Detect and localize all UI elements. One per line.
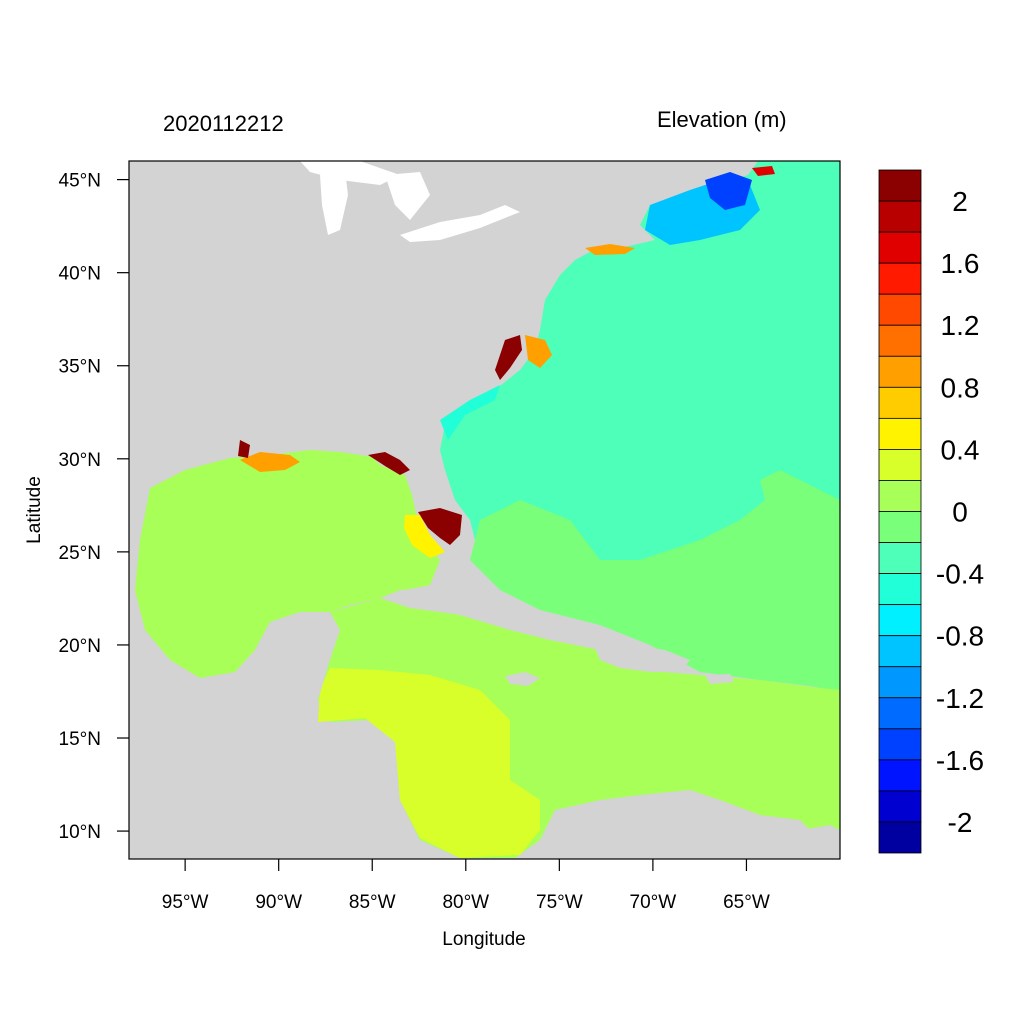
lat-tick-label: 10°N	[59, 822, 101, 843]
colorbar-swatch	[878, 759, 922, 792]
lon-tick-label: 80°W	[442, 892, 489, 913]
variable-title: Elevation (m)	[657, 107, 787, 132]
lon-tick-label: 90°W	[255, 892, 302, 913]
florida-gulf-surge-patch	[404, 515, 445, 558]
gulf-of-maine-low	[705, 172, 752, 210]
colorbar-label: 2	[952, 186, 968, 217]
timestamp-title: 2020112212	[163, 111, 284, 136]
colorbar-swatch	[878, 449, 922, 481]
lat-tick-label: 30°N	[59, 450, 101, 471]
colorbar-swatch	[878, 262, 922, 295]
cuba-island	[380, 588, 580, 640]
lake-michigan	[320, 170, 348, 235]
lake-superior	[300, 161, 400, 185]
colorbar-label: -2	[948, 807, 973, 838]
lat-tick-label: 35°N	[59, 357, 101, 378]
louisiana-coast-surge	[238, 440, 250, 458]
colorbar-swatch	[878, 697, 922, 730]
colorbar-label: 0	[952, 497, 968, 528]
colorbar-swatch	[878, 573, 922, 606]
y-axis-label: Latitude	[24, 476, 45, 544]
georgia-coast-depression	[440, 385, 500, 440]
colorbar-swatch	[878, 355, 922, 388]
colorbar-labels: 2 1.6 1.2 0.8 0.4 0 -0.4 -0.8 -1.2 -1.6 -2	[936, 186, 984, 838]
lat-tick-label: 15°N	[59, 729, 101, 750]
lon-tick-label: 75°W	[536, 892, 583, 913]
colorbar-label: 1.2	[941, 310, 980, 341]
caribbean-ocean-region	[470, 470, 840, 692]
colorbar-swatch	[878, 417, 922, 450]
colorbar-label: 0.4	[941, 434, 980, 465]
colorbar-label: -1.2	[936, 683, 984, 714]
colorbar-label: 0.8	[941, 372, 980, 403]
new-england-surge-patch	[585, 244, 635, 255]
lat-tick-label: 40°N	[59, 264, 101, 285]
colorbar-label: -1.6	[936, 745, 984, 776]
plot-frame	[128, 160, 841, 860]
gulf-of-mexico-region	[135, 450, 440, 678]
louisiana-surge-patch	[240, 452, 300, 472]
lon-tick-label: 70°W	[630, 892, 677, 913]
colorbar-swatch	[878, 386, 922, 419]
puerto-rico-island	[705, 674, 734, 684]
colorbar-swatch	[878, 821, 922, 854]
lat-tick-label: 25°N	[59, 543, 101, 564]
lat-tick-label: 20°N	[59, 636, 101, 657]
colorbar-swatch	[878, 480, 922, 512]
colorbar-swatch	[878, 604, 922, 637]
hispaniola-island	[595, 645, 690, 672]
colorbar-swatch	[878, 324, 922, 357]
lon-tick-label: 65°W	[723, 892, 770, 913]
colorbar-swatch	[878, 635, 922, 668]
longitude-axis: 95°W 90°W 85°W 80°W 75°W 70°W 65°W	[162, 859, 770, 913]
north-florida-surge-patch	[368, 452, 410, 475]
yucatan-peninsula	[255, 612, 340, 730]
nova-scotia-surge-patch	[752, 166, 775, 176]
florida-surge-patch	[418, 508, 462, 545]
colorbar-swatch	[878, 200, 922, 233]
carolina-surge-patch	[525, 335, 552, 368]
jamaica-island	[505, 672, 540, 686]
lon-tick-label: 85°W	[349, 892, 396, 913]
colorbar-swatch	[878, 169, 922, 202]
colorbar-swatch	[878, 666, 922, 699]
elevation-colorbar	[878, 169, 922, 854]
lon-tick-label: 95°W	[162, 892, 209, 913]
colorbar-swatch	[878, 511, 922, 543]
southwest-caribbean-region	[318, 668, 540, 858]
lake-huron	[385, 172, 430, 220]
latitude-axis: 45°N 40°N 35°N 30°N 25°N 20°N 15°N 10°N	[59, 171, 129, 843]
map-panel	[129, 161, 840, 859]
colorbar-swatch	[878, 231, 922, 264]
south-america-coast	[540, 795, 840, 859]
colorbar-label: 1.6	[941, 248, 980, 279]
colorbar-label: -0.4	[936, 559, 984, 590]
colorbar-swatch	[878, 790, 922, 823]
x-axis-label: Longitude	[442, 929, 525, 950]
lat-tick-label: 45°N	[59, 171, 101, 192]
lake-erie-ontario	[400, 205, 520, 242]
carolina-coast-surge	[495, 335, 522, 380]
colorbar-swatch	[878, 542, 922, 574]
colorbar-label: -0.8	[936, 621, 984, 652]
colorbar-swatch	[878, 293, 922, 326]
colorbar-swatch	[878, 728, 922, 761]
